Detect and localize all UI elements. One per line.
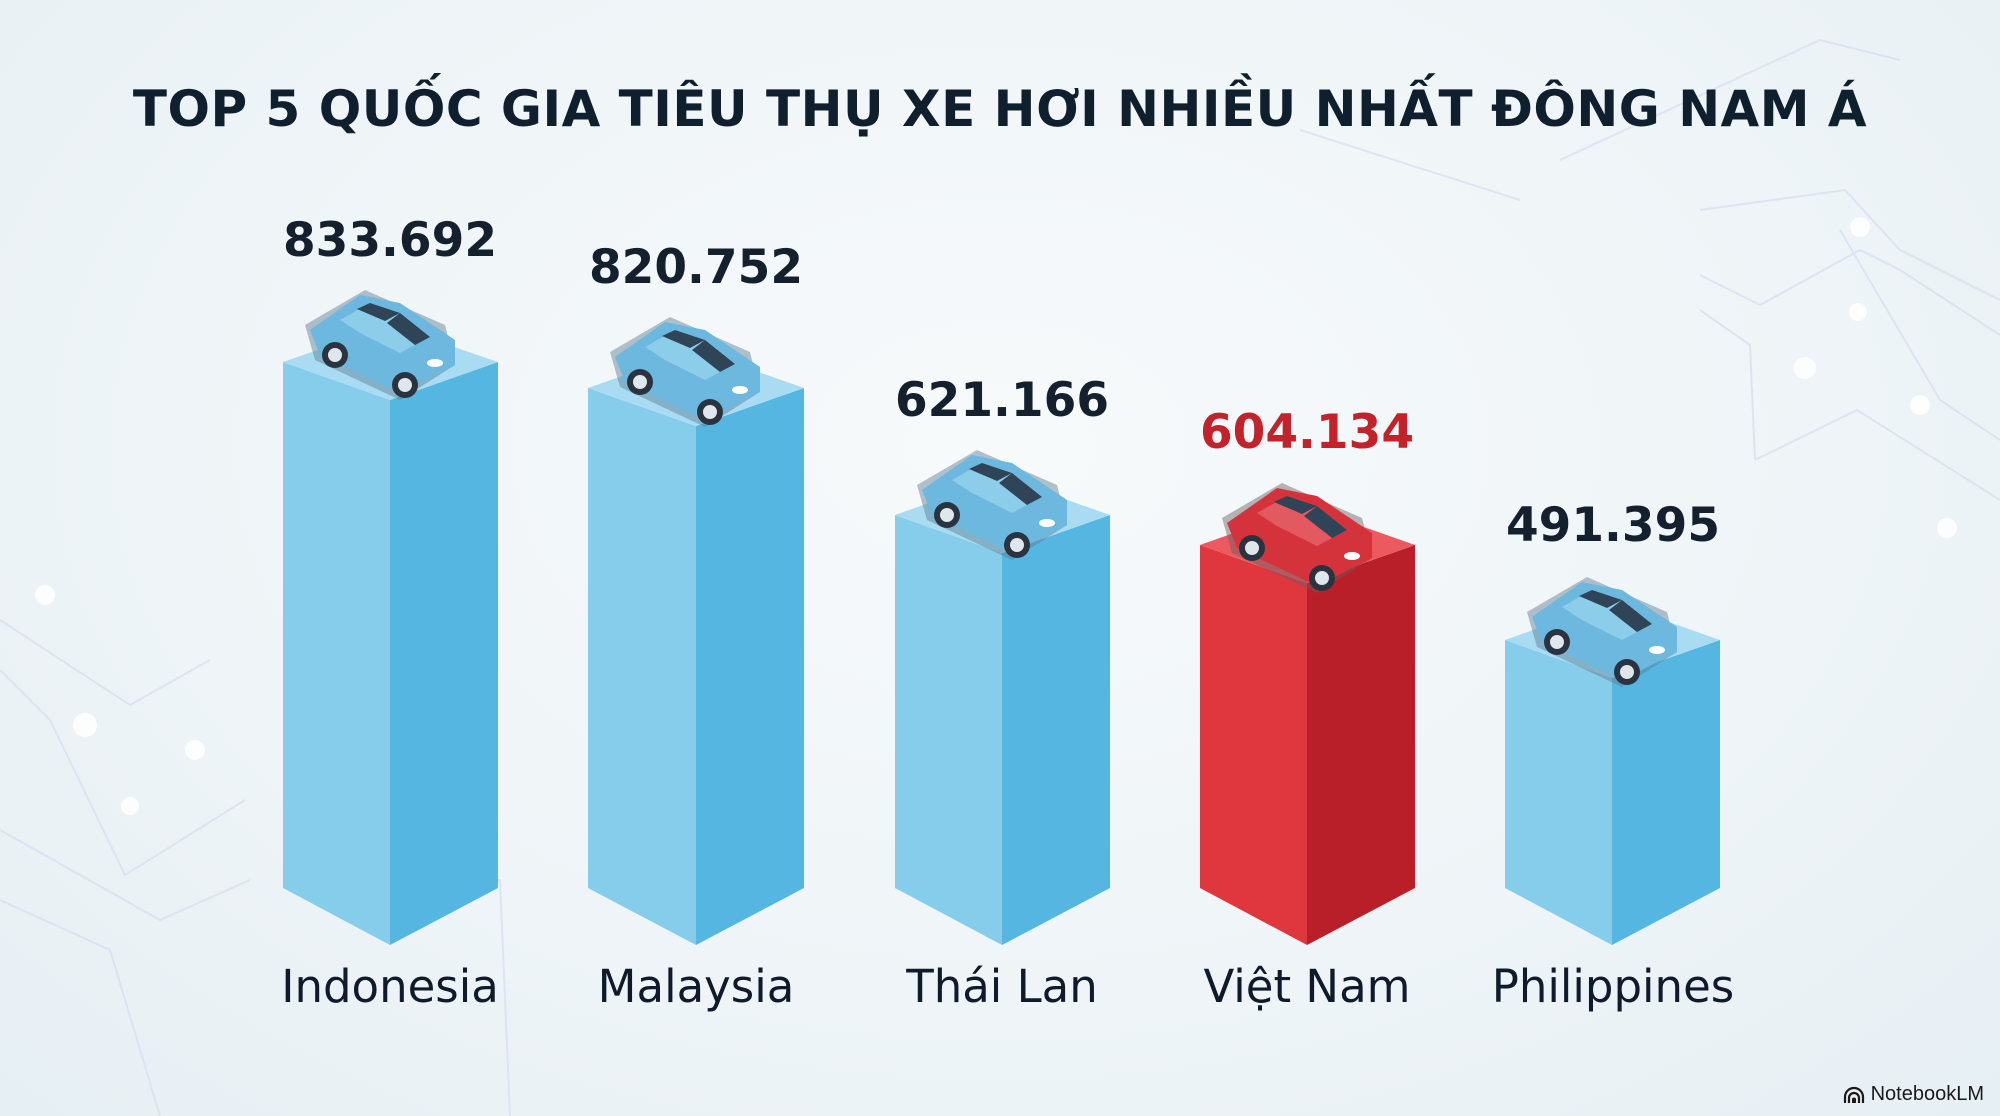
chart-title: TOP 5 QUỐC GIA TIÊU THỤ XE HƠI NHIỀU NHẤ… xyxy=(132,80,1868,138)
value-label-vietnam: 604.134 xyxy=(1199,405,1415,460)
category-label-thailand: Thái Lan xyxy=(906,960,1098,1013)
category-label-indonesia: Indonesia xyxy=(281,960,499,1013)
value-label-indonesia: 833.692 xyxy=(282,213,498,268)
category-label-malaysia: Malaysia xyxy=(597,960,795,1013)
watermark-text: NotebookLM xyxy=(1870,1083,1984,1105)
notebooklm-icon xyxy=(1843,1086,1864,1103)
notebooklm-watermark: NotebookLM xyxy=(1843,1083,1984,1106)
category-label-vietnam: Việt Nam xyxy=(1203,960,1411,1013)
value-label-thailand: 621.166 xyxy=(894,373,1110,428)
category-label-philippines: Philippines xyxy=(1491,960,1735,1013)
value-label-philippines: 491.395 xyxy=(1505,498,1721,553)
value-label-malaysia: 820.752 xyxy=(588,240,804,295)
